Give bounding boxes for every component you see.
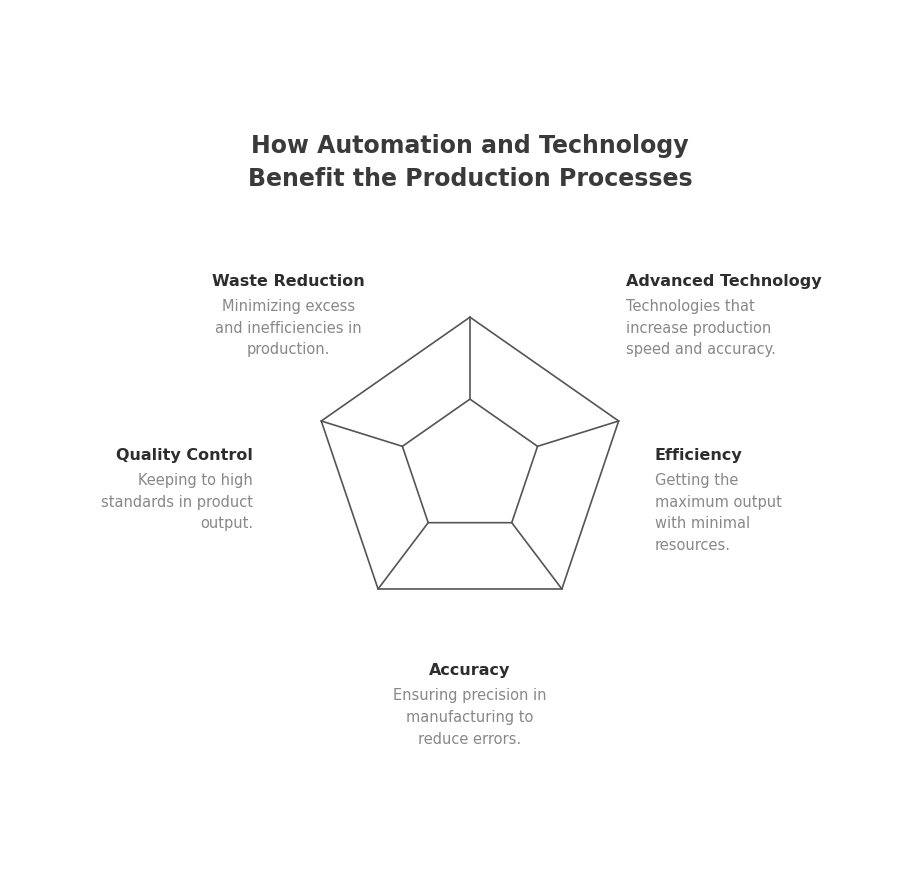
Text: Getting the
maximum output
with minimal
resources.: Getting the maximum output with minimal … [655,472,781,552]
Text: How Automation and Technology
Benefit the Production Processes: How Automation and Technology Benefit th… [248,134,692,191]
Text: Keeping to high
standards in product
output.: Keeping to high standards in product out… [101,472,253,531]
Text: Minimizing excess
and inefficiencies in
production.: Minimizing excess and inefficiencies in … [215,299,362,357]
Text: Advanced Technology: Advanced Technology [626,274,822,289]
Text: Waste Reduction: Waste Reduction [213,274,365,289]
Text: Accuracy: Accuracy [429,663,511,677]
Text: Quality Control: Quality Control [116,447,253,462]
Text: Efficiency: Efficiency [655,447,743,462]
Text: Technologies that
increase production
speed and accuracy.: Technologies that increase production sp… [626,299,776,357]
Text: Ensuring precision in
manufacturing to
reduce errors.: Ensuring precision in manufacturing to r… [393,688,547,746]
